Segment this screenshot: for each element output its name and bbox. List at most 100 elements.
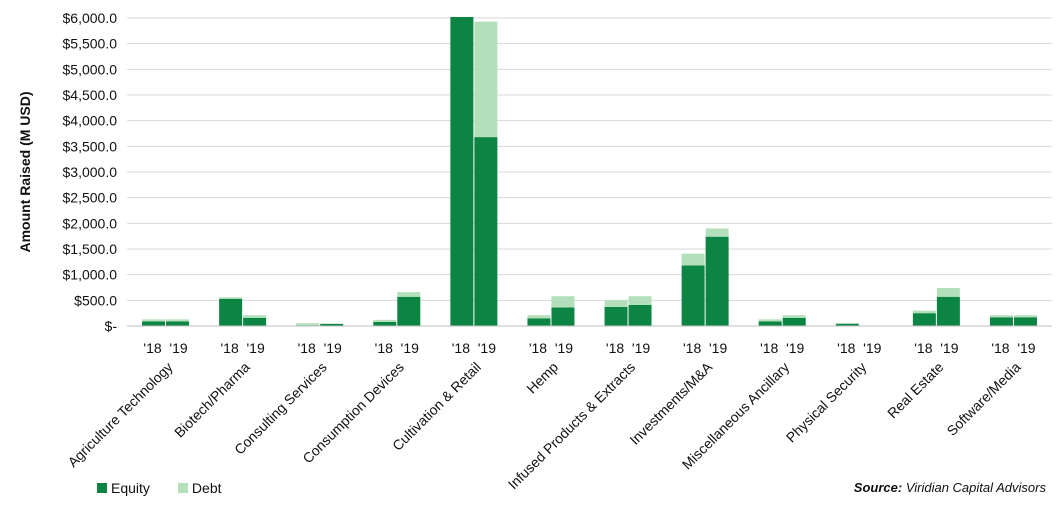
bar-debt-2018 xyxy=(604,300,628,308)
y-tick-label: $1,500.0 xyxy=(63,241,118,257)
source-label: Source: xyxy=(853,480,903,495)
x-category-label: Real Estate xyxy=(884,359,947,422)
y-tick-label: $3,500.0 xyxy=(63,138,118,154)
bar-debt-2018 xyxy=(989,315,1013,318)
bar-equity-2018 xyxy=(681,265,705,326)
bar-equity-2019 xyxy=(397,296,421,326)
legend-item-equity: Equity xyxy=(97,480,150,496)
bar-debt-2019 xyxy=(474,21,498,138)
x-sublabel: '18 xyxy=(991,340,1009,356)
bar-equity-2019 xyxy=(628,304,652,326)
bar-equity-2019 xyxy=(551,307,575,326)
x-sublabel: '19 xyxy=(478,340,496,356)
bar-debt-2018 xyxy=(142,319,166,322)
x-sublabel: '18 xyxy=(914,340,932,356)
legend-item-debt: Debt xyxy=(177,480,222,496)
x-category-label: Infused Products & Extracts xyxy=(505,359,638,492)
x-category-label: Investments/M&A xyxy=(626,358,715,447)
bar-equity-2018 xyxy=(989,317,1013,326)
x-sublabel: '19 xyxy=(324,340,342,356)
bar-equity-2019 xyxy=(166,321,190,326)
bar-equity-2019 xyxy=(320,323,344,326)
x-sublabel: '19 xyxy=(786,340,804,356)
y-tick-label: $1,000.0 xyxy=(63,267,118,283)
bar-debt-2018 xyxy=(681,253,705,266)
bar-debt-2019 xyxy=(705,228,729,237)
legend-label-debt: Debt xyxy=(191,480,222,496)
bar-debt-2018 xyxy=(527,315,551,319)
bar-equity-2019 xyxy=(936,296,960,326)
bar-debt-2019 xyxy=(936,288,960,297)
y-tick-label: $5,000.0 xyxy=(63,61,118,77)
y-tick-label: $3,000.0 xyxy=(63,164,118,180)
x-category-label: Hemp xyxy=(523,359,561,397)
y-tick-label: $4,000.0 xyxy=(63,113,118,129)
x-sublabel: '19 xyxy=(401,340,419,356)
bar-equity-2018 xyxy=(758,321,782,326)
x-sublabel: '18 xyxy=(683,340,701,356)
x-sublabel: '18 xyxy=(760,340,778,356)
bar-debt-2018 xyxy=(219,297,243,299)
x-sublabel: '18 xyxy=(298,340,316,356)
bar-equity-2018 xyxy=(835,323,859,326)
bar-debt-2019 xyxy=(551,296,575,308)
y-tick-label: $5,500.0 xyxy=(63,36,118,52)
x-sublabel: '18 xyxy=(221,340,239,356)
x-sublabel: '19 xyxy=(1017,340,1035,356)
x-sublabel: '18 xyxy=(837,340,855,356)
legend: Equity Debt xyxy=(97,480,222,496)
x-sublabel: '19 xyxy=(632,340,650,356)
y-tick-label: $2,000.0 xyxy=(63,215,118,231)
x-sublabel: '19 xyxy=(940,340,958,356)
bar-equity-2018 xyxy=(373,321,397,326)
bar-equity-2018 xyxy=(912,313,936,326)
bar-debt-2019 xyxy=(166,319,190,322)
x-sublabel: '18 xyxy=(452,340,470,356)
legend-swatch-debt xyxy=(177,483,188,493)
x-sublabel: '19 xyxy=(169,340,187,356)
y-tick-label: $500.0 xyxy=(74,292,117,308)
x-sublabel: '19 xyxy=(709,340,727,356)
bar-equity-2018 xyxy=(219,298,243,326)
x-category-label: Agriculture Technology xyxy=(64,359,175,470)
bar-equity-2019 xyxy=(705,236,729,326)
x-sublabel: '19 xyxy=(555,340,573,356)
x-sublabel: '18 xyxy=(529,340,547,356)
bar-debt-2018 xyxy=(912,310,936,314)
y-axis-title: Amount Raised (M USD) xyxy=(17,92,33,253)
bar-debt-2019 xyxy=(397,292,421,297)
bar-equity-2019 xyxy=(782,317,806,326)
source-note: Source: Viridian Capital Advisors xyxy=(854,480,1046,495)
bar-debt-2019 xyxy=(243,315,267,318)
legend-swatch-equity xyxy=(97,483,107,493)
legend-label-equity: Equity xyxy=(111,480,150,496)
bar-equity-2019 xyxy=(474,137,498,326)
x-category-label: Software/Media xyxy=(943,359,1023,439)
bar-debt-2019 xyxy=(320,323,344,324)
x-sublabel: '18 xyxy=(375,340,393,356)
source-text: Viridian Capital Advisors xyxy=(905,480,1046,495)
bar-equity-2019 xyxy=(243,317,267,326)
bar-equity-2018 xyxy=(142,321,166,326)
bar-equity-2018 xyxy=(527,318,551,326)
x-sublabel: '19 xyxy=(247,340,265,356)
x-category-label: Biotech/Pharma xyxy=(171,359,253,441)
x-sublabel: '18 xyxy=(143,340,161,356)
bar-debt-2019 xyxy=(1013,315,1037,318)
bar-debt-2018 xyxy=(758,319,782,322)
x-sublabel: '18 xyxy=(606,340,624,356)
x-category-label: Physical Security xyxy=(783,359,870,446)
y-tick-label: $4,500.0 xyxy=(63,87,118,103)
bar-equity-2018 xyxy=(450,16,474,327)
x-sublabel: '19 xyxy=(863,340,881,356)
bar-debt-2019 xyxy=(782,315,806,318)
bar-debt-2018 xyxy=(296,323,320,326)
y-tick-label: $- xyxy=(105,318,118,334)
bar-debt-2019 xyxy=(628,296,652,305)
y-tick-label: $6,000.0 xyxy=(63,10,118,26)
y-tick-label: $2,500.0 xyxy=(63,190,118,206)
bar-debt-2018 xyxy=(373,319,397,322)
bar-equity-2018 xyxy=(604,307,628,326)
bar-equity-2019 xyxy=(1013,317,1037,326)
